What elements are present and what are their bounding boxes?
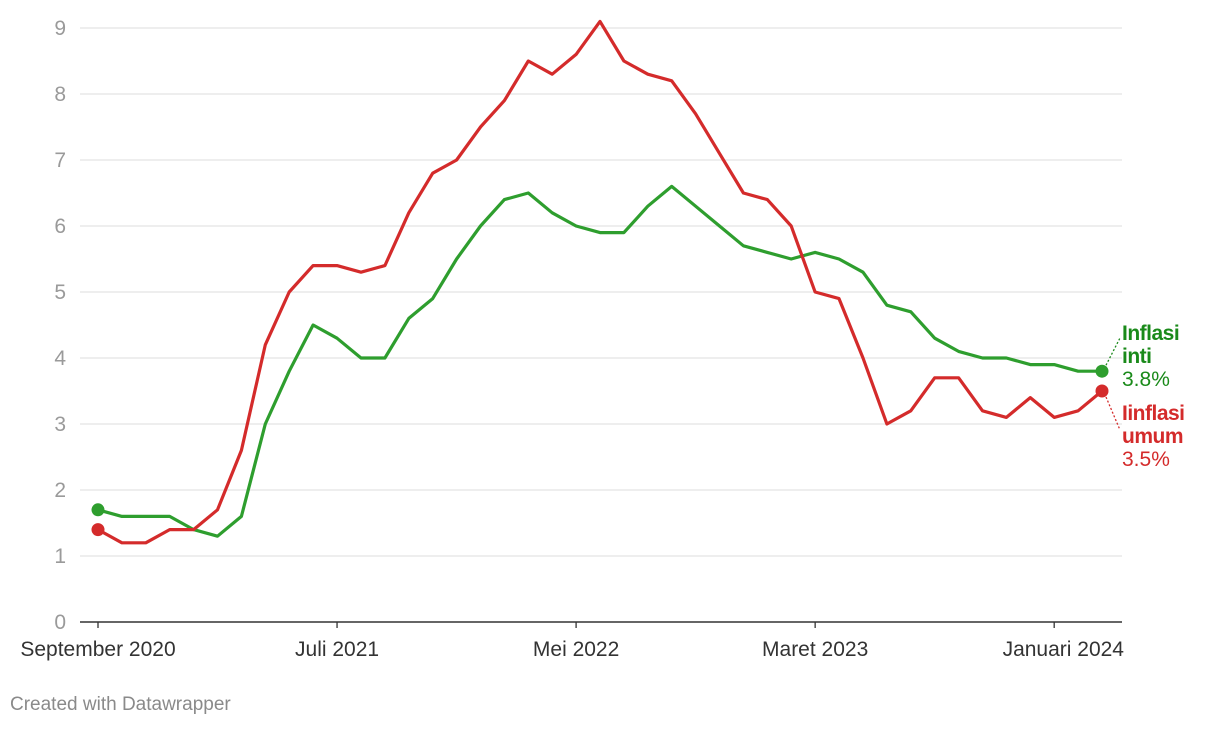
x-axis-ticks: September 2020 Juli 2021 Mei 2022 Maret 202…: [20, 622, 1124, 661]
y-tick-label: 2: [54, 479, 66, 502]
series-line: [96, 19, 1104, 545]
start-point-marker: [91, 523, 105, 537]
x-tick-label: Maret 2023: [762, 638, 868, 661]
x-tick-label: Juli 2021: [295, 638, 379, 661]
end-point-marker: [1095, 364, 1109, 378]
y-tick-label: 4: [54, 347, 66, 370]
chart-svg: 0 1 2 3 4 5 6 7 8 9 September 2020 Juli 2021 Mei 20…: [20, 17, 1185, 661]
y-tick-label: 3: [54, 413, 66, 436]
x-tick-label: Mei 2022: [533, 638, 619, 661]
x-tick-label: Januari 2024: [1003, 638, 1125, 661]
series-value-label: 3.8%: [1122, 368, 1170, 391]
series-value-label: 3.5%: [1122, 448, 1170, 471]
series-label: Iinflasi: [1122, 402, 1185, 425]
gridlines: [80, 27, 1122, 623]
y-tick-label: 6: [54, 215, 66, 238]
label-connector: [1105, 396, 1121, 431]
y-tick-label: 0: [54, 611, 66, 634]
y-tick-label: 5: [54, 281, 66, 304]
series-label: inti: [1122, 345, 1152, 368]
series-label: Inflasi: [1122, 322, 1179, 345]
series-lines: [91, 19, 1109, 545]
y-tick-label: 7: [54, 149, 66, 172]
y-tick-label: 1: [54, 545, 66, 568]
x-tick-label: September 2020: [20, 638, 175, 661]
y-axis-ticks: 0 1 2 3 4 5 6 7 8 9: [54, 17, 66, 634]
start-point-marker: [91, 503, 105, 517]
label-connector: [1105, 337, 1121, 366]
series-label: umum: [1122, 425, 1183, 448]
datawrapper-credit: Created with Datawrapper: [10, 694, 231, 715]
y-tick-label: 8: [54, 83, 66, 106]
series-line: [96, 184, 1104, 538]
end-point-marker: [1095, 384, 1109, 398]
y-tick-label: 9: [54, 17, 66, 40]
